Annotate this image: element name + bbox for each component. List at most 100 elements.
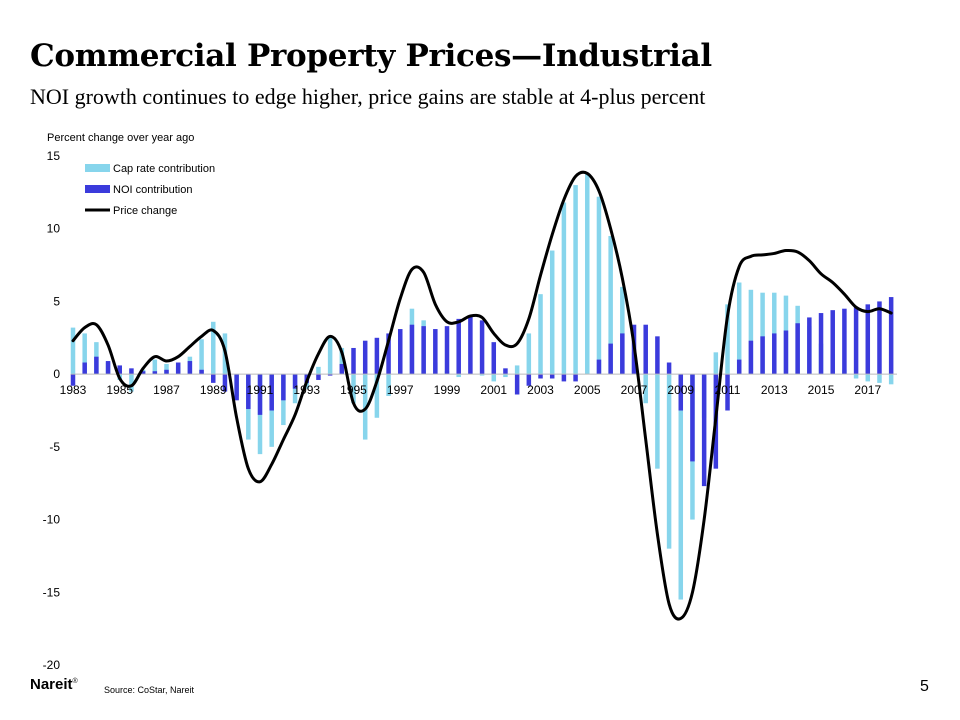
y-axis-label: Percent change over year ago <box>47 132 194 144</box>
y-tick-label: -5 <box>49 440 60 454</box>
noi-bar <box>538 374 543 379</box>
noi-bar <box>549 374 555 379</box>
noi-bar <box>456 318 461 375</box>
x-tick-label: 1993 <box>293 383 320 397</box>
noi-bar <box>82 362 87 375</box>
noi-bar <box>772 333 777 375</box>
noi-bar <box>398 329 403 375</box>
noi-bar <box>386 333 391 375</box>
x-tick-label: 2003 <box>527 383 554 397</box>
cap-rate-bar <box>877 374 882 383</box>
noi-bar <box>725 374 730 411</box>
legend: Cap rate contribution NOI contribution P… <box>85 163 215 217</box>
price-change-line <box>71 170 893 621</box>
legend-label-noi: NOI contribution <box>113 184 192 196</box>
legend-label-cap-rate: Cap rate contribution <box>113 163 215 175</box>
cap-rate-bar <box>678 374 684 600</box>
cap-rate-bar <box>713 352 719 375</box>
cap-rate-bar <box>374 374 380 418</box>
y-tick-label: 5 <box>53 294 60 308</box>
slide-title: Commercial Property Prices—Industrial <box>30 38 712 74</box>
cap-rate-bar <box>888 374 894 385</box>
x-tick-label: 2007 <box>621 383 648 397</box>
cap-rate-bar <box>760 292 765 375</box>
noi-bar <box>783 330 789 375</box>
noi-bar <box>842 308 847 375</box>
cap-rate-bar <box>585 173 590 375</box>
noi-bar <box>187 361 193 375</box>
cap-rate-bar <box>620 286 625 375</box>
noi-bar <box>666 362 672 375</box>
noi-bar <box>292 374 298 389</box>
noi-bar <box>444 326 450 375</box>
noi-bar <box>491 342 497 375</box>
noi-bar <box>421 326 426 375</box>
noi-bar <box>573 374 578 382</box>
x-tick-label: 1987 <box>153 383 180 397</box>
cap-rate-bar <box>736 282 742 375</box>
noi-bar <box>655 336 660 375</box>
noi-bar <box>690 374 695 462</box>
noi-bar <box>281 374 286 401</box>
x-tick-label: 2009 <box>667 383 694 397</box>
cap-rate-bar <box>526 333 532 375</box>
x-tick-label: 1989 <box>200 383 227 397</box>
noi-bar <box>678 374 684 411</box>
y-tick-label: -10 <box>43 513 61 527</box>
cap-rate-bar <box>608 235 613 375</box>
cap-rate-bar <box>865 374 871 382</box>
x-tick-label: 1997 <box>387 383 414 397</box>
noi-bar <box>620 333 625 375</box>
noi-bar <box>257 374 263 415</box>
cap-rate-bar <box>479 374 485 376</box>
x-tick-label: 2005 <box>574 383 601 397</box>
noi-bar <box>339 363 345 375</box>
legend-swatch-cap-rate <box>85 164 110 172</box>
noi-bar <box>140 371 146 375</box>
y-tick-label: 10 <box>47 222 61 236</box>
noi-bar <box>374 337 380 375</box>
x-tick-label: 1999 <box>434 383 461 397</box>
cap-rate-bar <box>164 363 169 375</box>
noi-bar <box>736 359 742 375</box>
noi-bar <box>503 368 508 375</box>
cap-rate-bar <box>748 289 754 375</box>
noi-bar <box>433 329 438 375</box>
cap-rate-bar <box>503 374 508 378</box>
cap-rate-bar <box>152 359 158 375</box>
cap-rate-bar <box>538 294 543 375</box>
cap-rate-bar <box>561 202 567 375</box>
noi-bar <box>94 356 99 375</box>
logo-text: Nareit <box>30 676 73 693</box>
noi-bar <box>211 374 216 383</box>
x-tick-label: 2001 <box>480 383 507 397</box>
noi-bar <box>117 365 122 375</box>
cap-rate-bar <box>292 374 298 404</box>
noi-bar <box>701 374 707 487</box>
noi-bar <box>818 313 824 375</box>
legend-swatch-noi <box>85 185 110 193</box>
cap-rate-bar <box>514 365 520 375</box>
noi-bar <box>351 347 356 375</box>
source-note: Source: CoStar, Nareit <box>104 685 195 695</box>
noi-bar <box>164 369 169 375</box>
x-tick-label: 2017 <box>854 383 881 397</box>
noi-bar <box>105 361 111 375</box>
x-tick-label: 1991 <box>247 383 274 397</box>
slide-subtitle: NOI growth continues to edge higher, pri… <box>30 84 706 109</box>
noi-bar <box>760 336 765 375</box>
x-tick-label: 2013 <box>761 383 788 397</box>
cap-rate-bar <box>82 333 87 375</box>
y-tick-label: -15 <box>43 585 61 599</box>
cap-rate-bar <box>339 347 345 375</box>
noi-bar <box>830 310 835 375</box>
noi-bar <box>795 323 800 375</box>
noi-bar <box>807 317 812 375</box>
noi-bar <box>362 340 368 375</box>
y-tick-label: -20 <box>43 658 61 672</box>
noi-bar <box>152 371 158 375</box>
noi-bar <box>596 359 602 375</box>
cap-rate-bar <box>316 366 321 375</box>
cap-rate-bar <box>211 321 216 375</box>
